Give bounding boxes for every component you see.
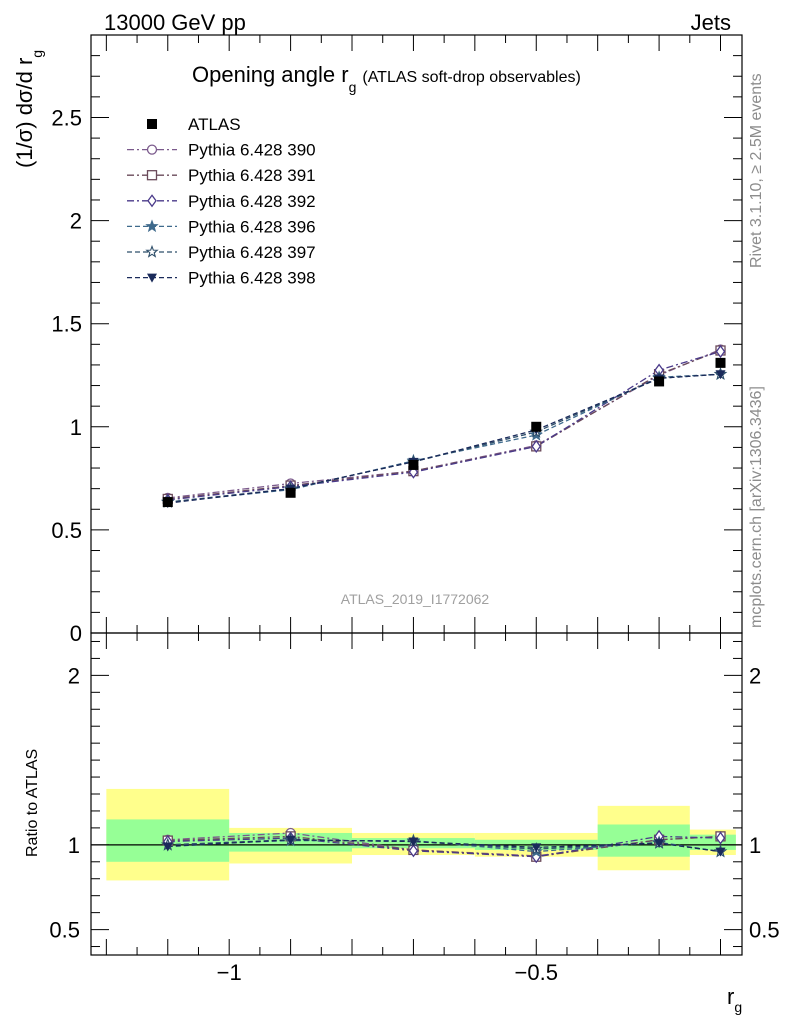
- legend-marker-pythia-6-428-390: [146, 144, 158, 155]
- inner-uncertainty-band: [597, 824, 690, 857]
- main-series-lines: [167, 348, 721, 504]
- ratio-point-pythia-6-428-392: [715, 831, 726, 845]
- chart-title: Opening angle rg(ATLAS soft-drop observa…: [192, 62, 581, 95]
- y-tick-label: 0: [70, 621, 82, 646]
- ratio-point-pythia-6-428-392: [408, 844, 419, 858]
- legend-marker-pythia-6-428-391: [146, 170, 158, 181]
- y-tick-label: 1.5: [51, 312, 82, 337]
- main-series-markers: [161, 344, 728, 509]
- main-axis-ticks: 0 0.5 1 1.5 2 2.5: [51, 34, 742, 646]
- ratio-point-pythia-6-428-398: [531, 843, 542, 853]
- legend-marker-pythia-6-428-397: [145, 244, 159, 258]
- y-tick-label: 2.5: [51, 105, 82, 130]
- header-left: 13000 GeV pp: [104, 10, 246, 35]
- ratio-y-tick-label-right: 2: [749, 663, 761, 688]
- legend-label-pythia-6-428-392: Pythia 6.428 392: [188, 192, 316, 211]
- ratio-point-pythia-6-428-398: [408, 837, 419, 847]
- ratio-line-pythia-6-428-398: [167, 839, 721, 853]
- ratio-point-pythia-6-428-398: [162, 842, 173, 852]
- mcplots-info: mcplots.cern.ch [arXiv:1306.3436]: [748, 386, 765, 628]
- y-tick-label: 2: [70, 209, 82, 234]
- ratio-line-pythia-6-428-396: [167, 839, 721, 853]
- series-line-pythia-6-428-396: [167, 373, 721, 503]
- header-right: Jets: [691, 10, 731, 35]
- ratio-y-tick-label-right: 1: [749, 833, 761, 858]
- legend-marker-pythia-6-428-392: [147, 194, 157, 208]
- ratio-y-tick-label-left: 1: [68, 833, 80, 858]
- data-point-pythia-6-428-398: [715, 370, 726, 380]
- x-tick-label: −1: [217, 960, 242, 985]
- legend-marker-pythia-6-428-398: [147, 273, 157, 283]
- ratio-axis-ticks: 0.5 0.5 1 1 2 2 −1 −0.5: [49, 633, 780, 985]
- data-point-atlas: [162, 497, 173, 508]
- ratio-point-pythia-6-428-398: [654, 839, 665, 849]
- ratio-uncertainty-bands: [106, 788, 736, 881]
- series-line-pythia-6-428-391: [167, 349, 721, 500]
- legend-label-pythia-6-428-396: Pythia 6.428 396: [188, 217, 316, 236]
- analysis-watermark: ATLAS_2019_I1772062: [341, 591, 490, 607]
- legend-label-atlas: ATLAS: [188, 115, 241, 134]
- legend: ATLAS Pythia 6.428 390 Pythia 6.428 391 Pyt…: [127, 115, 316, 288]
- series-line-pythia-6-428-397: [167, 373, 721, 503]
- rivet-info: Rivet 3.1.10, ≥ 2.5M events: [748, 73, 765, 268]
- ratio-y-tick-label-right: 0.5: [749, 918, 780, 943]
- ratio-y-tick-label-left: 0.5: [49, 918, 80, 943]
- series-line-pythia-6-428-390: [167, 348, 721, 499]
- legend-label-pythia-6-428-391: Pythia 6.428 391: [188, 166, 316, 185]
- ratio-series-lines: [167, 832, 721, 858]
- y-tick-label: 1: [70, 415, 82, 440]
- data-point-pythia-6-428-392: [715, 344, 726, 359]
- ratio-point-pythia-6-428-398: [285, 835, 296, 845]
- x-axis-label: rg: [727, 984, 742, 1015]
- series-line-pythia-6-428-392: [167, 350, 721, 501]
- legend-label-pythia-6-428-397: Pythia 6.428 397: [188, 243, 316, 262]
- ratio-point-pythia-6-428-398: [715, 847, 726, 857]
- ratio-y-axis-label: Ratio to ATLAS: [24, 749, 41, 857]
- legend-marker-pythia-6-428-396: [145, 219, 159, 233]
- series-line-pythia-6-428-398: [167, 373, 721, 504]
- legend-label-pythia-6-428-390: Pythia 6.428 390: [188, 141, 316, 160]
- data-point-atlas: [654, 376, 665, 387]
- legend-marker-atlas: [147, 119, 157, 129]
- legend-label-pythia-6-428-398: Pythia 6.428 398: [188, 269, 316, 288]
- data-point-atlas: [531, 421, 542, 432]
- y-tick-label: 0.5: [51, 518, 82, 543]
- ratio-y-tick-label-left: 2: [68, 663, 80, 688]
- y-axis-label: (1/σ) dσ/d rg: [12, 50, 45, 168]
- data-point-atlas: [408, 459, 419, 470]
- data-point-atlas: [285, 487, 296, 498]
- ratio-series-markers: [161, 827, 728, 864]
- ratio-line-pythia-6-428-397: [167, 839, 721, 853]
- data-point-atlas: [715, 357, 726, 368]
- data-point-pythia-6-428-392: [531, 439, 542, 453]
- x-tick-label: −0.5: [515, 960, 558, 985]
